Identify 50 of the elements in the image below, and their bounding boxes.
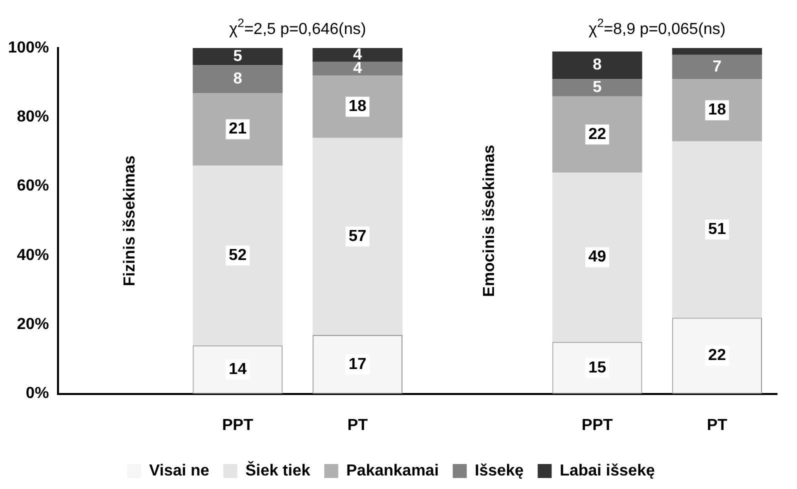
bar	[192, 48, 283, 66]
x-tick-label: PPT	[222, 416, 254, 434]
bar	[312, 48, 402, 62]
legend-label: Visai ne	[149, 462, 210, 480]
annotation: Emocinis išsekimas	[480, 144, 498, 297]
y-tick-label: 0%	[26, 385, 49, 402]
data-label: 51	[708, 220, 726, 238]
bar	[312, 62, 402, 76]
bar	[672, 79, 762, 142]
data-label: 8	[233, 70, 242, 88]
x-tick-label: PT	[347, 416, 368, 434]
data-label: 22	[708, 347, 726, 364]
y-tick-label: 60%	[16, 178, 49, 195]
data-label: 15	[588, 359, 606, 376]
annotation: Fizinis išsekimas	[121, 155, 138, 286]
bar	[672, 48, 762, 55]
bar	[672, 141, 762, 318]
x-tick-label: PT	[706, 416, 728, 434]
data-label: 14	[228, 361, 247, 378]
bar	[552, 172, 642, 342]
data-label: 21	[228, 120, 247, 138]
data-label: 18	[348, 98, 367, 116]
legend-label: Labai išsekę	[560, 462, 655, 480]
data-label: 18	[708, 102, 726, 119]
x-tick-label: PPT	[582, 416, 614, 434]
bar	[312, 76, 402, 138]
y-tick-label: 80%	[16, 108, 49, 126]
data-label: 5	[233, 48, 242, 66]
data-label: 49	[588, 248, 606, 266]
data-label: 17	[348, 356, 367, 373]
data-label: 57	[348, 228, 367, 245]
bar	[552, 79, 642, 96]
y-tick-label: 20%	[16, 316, 49, 334]
data-label: 7	[712, 58, 722, 76]
data-label: 5	[592, 79, 602, 96]
data-label: 52	[228, 246, 247, 264]
bar	[552, 96, 642, 172]
bar	[192, 166, 283, 346]
legend-label: Šiek tiek	[245, 460, 310, 480]
bar	[192, 65, 283, 93]
data-label: 22	[588, 126, 606, 143]
bar	[192, 92, 283, 166]
data-label: 8	[592, 56, 602, 74]
y-tick-label: 100%	[8, 39, 49, 56]
y-tick-label: 40%	[16, 246, 49, 264]
legend-label: Išsekę	[474, 462, 524, 480]
legend-label: Pakankamai	[346, 462, 439, 480]
bar	[552, 51, 642, 80]
bar	[312, 138, 402, 336]
bar	[672, 54, 762, 80]
